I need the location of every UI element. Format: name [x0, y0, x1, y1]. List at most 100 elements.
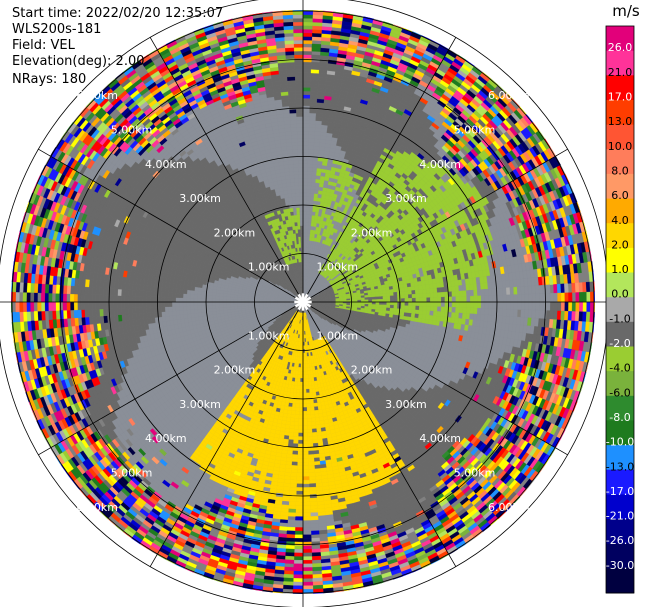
- velocity-cell: [36, 150, 45, 163]
- velocity-cell: [310, 182, 316, 187]
- velocity-cell: [560, 292, 566, 303]
- velocity-cell: [313, 600, 324, 604]
- velocity-cell: [317, 84, 326, 89]
- velocity-cell: [302, 47, 313, 52]
- velocity-cell: [312, 584, 324, 590]
- velocity-cell: [586, 373, 593, 385]
- velocity-cell: [591, 353, 595, 365]
- velocity-cell: [539, 301, 544, 311]
- velocity-cell: [282, 14, 294, 20]
- velocity-cell: [586, 384, 594, 396]
- velocity-cell: [302, 581, 314, 586]
- velocity-cell: [271, 1, 282, 6]
- velocity-cell: [286, 526, 296, 532]
- velocity-cell: [59, 310, 64, 320]
- velocity-cell: [251, 3, 262, 8]
- velocity-cell: [27, 423, 36, 435]
- velocity-cell: [19, 188, 27, 201]
- velocity-cell: [302, 138, 309, 143]
- velocity-cell: [303, 0, 314, 4]
- velocity-cell: [535, 309, 540, 319]
- velocity-cell: [593, 342, 595, 354]
- velocity-cell: [590, 291, 595, 303]
- velocity-cell: [542, 293, 547, 303]
- velocity-cell: [66, 301, 71, 311]
- velocity-cell: [287, 76, 296, 81]
- velocity-cell: [285, 541, 295, 546]
- velocity-cell: [413, 25, 425, 33]
- velocity-cell: [278, 526, 288, 531]
- velocity-cell: [308, 211, 313, 216]
- velocity-cell: [597, 281, 601, 292]
- velocity-cell: [524, 301, 529, 311]
- velocity-cell: [406, 14, 418, 23]
- velocity-cell: [151, 560, 164, 569]
- velocity-cell: [302, 196, 307, 201]
- velocity-cell: [307, 178, 312, 183]
- velocity-cell: [293, 21, 304, 26]
- velocity-cell: [308, 134, 315, 139]
- velocity-cell: [271, 599, 282, 604]
- velocity-cell: [310, 530, 320, 535]
- velocity-cell: [22, 190, 30, 202]
- velocity-cell: [583, 394, 591, 406]
- velocity-cell: [19, 403, 27, 416]
- velocity-cell: [80, 301, 86, 310]
- velocity-cell: [302, 178, 308, 183]
- velocity-cell: [70, 285, 75, 295]
- velocity-cell: [546, 301, 551, 311]
- velocity-cell: [422, 29, 435, 38]
- velocity-cell: [302, 214, 307, 219]
- velocity-cell: [0, 281, 2, 292]
- velocity-cell: [302, 523, 312, 528]
- velocity-cell: [293, 47, 304, 52]
- velocity-cell: [524, 286, 529, 295]
- velocity-cell: [33, 311, 39, 321]
- velocity-cell: [303, 600, 314, 604]
- velocity-cell: [58, 477, 69, 489]
- velocity-cell: [261, 597, 272, 602]
- velocity-cell: [313, 145, 320, 151]
- velocity-cell: [1, 281, 5, 292]
- velocity-cell: [502, 77, 513, 88]
- velocity-cell: [302, 87, 311, 92]
- velocity-cell: [294, 65, 304, 70]
- velocity-cell: [588, 229, 595, 241]
- velocity-cell: [520, 301, 526, 310]
- velocity-cell: [527, 309, 533, 319]
- velocity-cell: [585, 281, 591, 293]
- velocity-cell: [294, 61, 304, 66]
- velocity-cell: [11, 260, 12, 272]
- velocity-cell: [556, 310, 562, 321]
- velocity-cell: [314, 189, 319, 195]
- velocity-cell: [261, 593, 273, 594]
- velocity-cell: [375, 588, 387, 594]
- velocity-cell: [311, 171, 317, 176]
- velocity-cell: [15, 281, 21, 293]
- velocity-cell: [62, 310, 68, 319]
- velocity-cell: [312, 160, 318, 165]
- velocity-cell: [15, 394, 23, 406]
- velocity-cell: [295, 79, 304, 85]
- velocity-cell: [557, 292, 562, 303]
- velocity-cell: [302, 585, 314, 590]
- velocity-cell: [312, 204, 317, 209]
- velocity-cell: [586, 197, 594, 209]
- velocity-cell: [303, 4, 313, 8]
- velocity-cell: [566, 432, 575, 444]
- velocity-cell: [116, 536, 128, 547]
- velocity-cell: [588, 363, 595, 375]
- velocity-cell: [70, 317, 76, 327]
- velocity-cell: [592, 363, 595, 376]
- velocity-cell: [576, 402, 584, 414]
- velocity-cell: [59, 293, 64, 303]
- velocity-cell: [385, 585, 397, 593]
- velocity-cell: [324, 0, 335, 2]
- velocity-cell: [312, 163, 318, 169]
- velocity-cell: [413, 571, 425, 579]
- velocity-cell: [393, 578, 406, 586]
- velocity-cell: [528, 301, 533, 311]
- velocity-cell: [13, 373, 20, 385]
- velocity-cell: [77, 293, 82, 303]
